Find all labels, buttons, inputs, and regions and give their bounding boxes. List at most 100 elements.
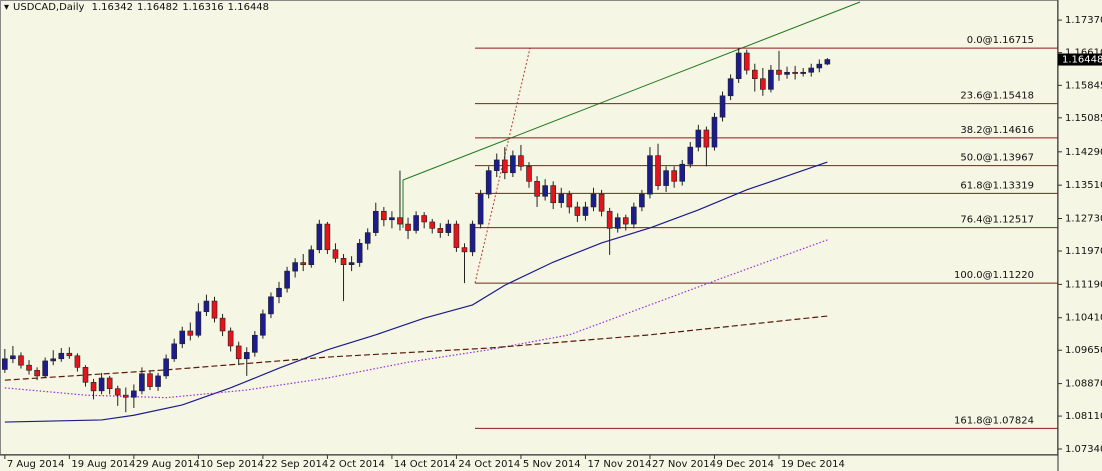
x-tick-label: 27 Nov 2014 xyxy=(652,459,716,470)
candle-body xyxy=(147,373,153,387)
candle-body xyxy=(760,78,766,90)
candle-body xyxy=(324,223,331,251)
fib-label: 76.4@1.12517 xyxy=(960,215,1034,226)
candle-body xyxy=(356,243,363,263)
fib-label: 100.0@1.11220 xyxy=(954,270,1034,281)
candle-body xyxy=(187,330,194,336)
x-tick-label: 2 Oct 2014 xyxy=(329,459,384,470)
candle-body xyxy=(534,181,540,197)
candle-body xyxy=(235,345,242,360)
candle-body xyxy=(18,355,24,366)
candle-body xyxy=(405,223,411,231)
fib-label: 38.2@1.14616 xyxy=(960,125,1034,136)
candle-body xyxy=(784,71,790,75)
y-tick-label: 1.10410 xyxy=(1065,313,1102,324)
candle-body xyxy=(122,394,129,398)
candle-body xyxy=(348,262,355,266)
trend-line xyxy=(402,1,861,181)
candle-body xyxy=(308,249,315,266)
candle-body xyxy=(792,71,798,74)
candle-body xyxy=(469,223,476,253)
candle-body xyxy=(631,206,637,225)
y-tick-label: 1.11190 xyxy=(1065,279,1102,290)
x-tick-label: 19 Aug 2014 xyxy=(71,459,135,470)
candle-body xyxy=(671,170,677,182)
moving-average xyxy=(4,239,828,399)
close: 1.16448 xyxy=(227,2,270,13)
candle-body xyxy=(429,221,436,229)
candle-body xyxy=(66,352,73,357)
y-tick-label: 1.11970 xyxy=(1065,246,1102,257)
candle-body xyxy=(518,155,524,167)
candle-body xyxy=(574,206,581,216)
candle-body xyxy=(252,334,258,353)
low: 1.16316 xyxy=(182,2,224,13)
candle-body xyxy=(58,352,65,360)
candle-body xyxy=(131,390,137,398)
y-tick-label: 1.07340 xyxy=(1065,444,1102,455)
candle-body xyxy=(550,185,556,203)
y-tick-label: 1.17370 xyxy=(1065,15,1102,26)
x-tick-label: 19 Dec 2014 xyxy=(781,459,845,470)
y-tick-label: 1.08870 xyxy=(1065,379,1102,390)
y-tick-label: 1.15845 xyxy=(1065,80,1102,91)
fib-label: 61.8@1.13319 xyxy=(960,180,1034,191)
candle-body xyxy=(800,71,806,74)
candle-body xyxy=(227,330,234,347)
high: 1.16482 xyxy=(136,2,179,13)
candle-body xyxy=(663,170,669,186)
x-tick-label: 29 Aug 2014 xyxy=(136,459,200,470)
x-tick-label: 24 Oct 2014 xyxy=(458,459,520,470)
candle-body xyxy=(268,296,274,315)
candle-body xyxy=(477,193,484,225)
candle-body xyxy=(179,330,186,345)
candle-body xyxy=(389,217,395,221)
candle-body xyxy=(211,300,218,319)
moving-average xyxy=(4,315,828,381)
candle-body xyxy=(590,193,597,208)
candle-body xyxy=(711,116,718,148)
y-tick-label: 1.09650 xyxy=(1065,345,1102,356)
candle-body xyxy=(461,247,468,253)
x-tick-label: 22 Sep 2014 xyxy=(265,459,328,470)
candle-body xyxy=(445,223,452,233)
candle-body xyxy=(42,360,48,377)
x-tick-label: 17 Nov 2014 xyxy=(587,459,651,470)
candle-body xyxy=(10,355,16,360)
candle-body xyxy=(381,210,387,221)
candle-body xyxy=(195,311,202,336)
candle-body xyxy=(340,257,347,266)
candle-body xyxy=(50,358,57,362)
fib-label: 23.6@1.15418 xyxy=(960,91,1034,102)
candle-body xyxy=(276,287,282,298)
candle-body xyxy=(502,159,508,174)
candle-body xyxy=(292,262,298,272)
x-tick-label: 10 Sep 2014 xyxy=(200,459,263,470)
y-tick-label: 1.08110 xyxy=(1065,411,1102,422)
y-tick-label: 1.13510 xyxy=(1065,180,1102,191)
candle-body xyxy=(598,193,605,212)
candle-body xyxy=(751,69,758,79)
candle-body xyxy=(2,358,8,370)
candle-body xyxy=(74,355,81,368)
candle-body xyxy=(526,166,532,182)
candle-body xyxy=(695,129,702,148)
x-tick-label: 7 Aug 2014 xyxy=(7,459,65,470)
candle-body xyxy=(219,317,226,332)
candle-body xyxy=(639,193,645,208)
candle-body xyxy=(485,170,492,195)
candle-body xyxy=(300,262,307,266)
moving-average xyxy=(4,161,828,423)
candle-body xyxy=(155,375,161,387)
candle-body xyxy=(655,155,661,186)
candle-body xyxy=(703,129,710,148)
candle-body xyxy=(260,313,266,336)
candle-body xyxy=(776,69,782,75)
moving-averages xyxy=(4,161,828,423)
candle-body xyxy=(82,367,89,383)
candle-body xyxy=(372,210,379,233)
candle-body xyxy=(510,155,516,174)
candle-body xyxy=(139,373,145,392)
candle-body xyxy=(542,185,548,197)
